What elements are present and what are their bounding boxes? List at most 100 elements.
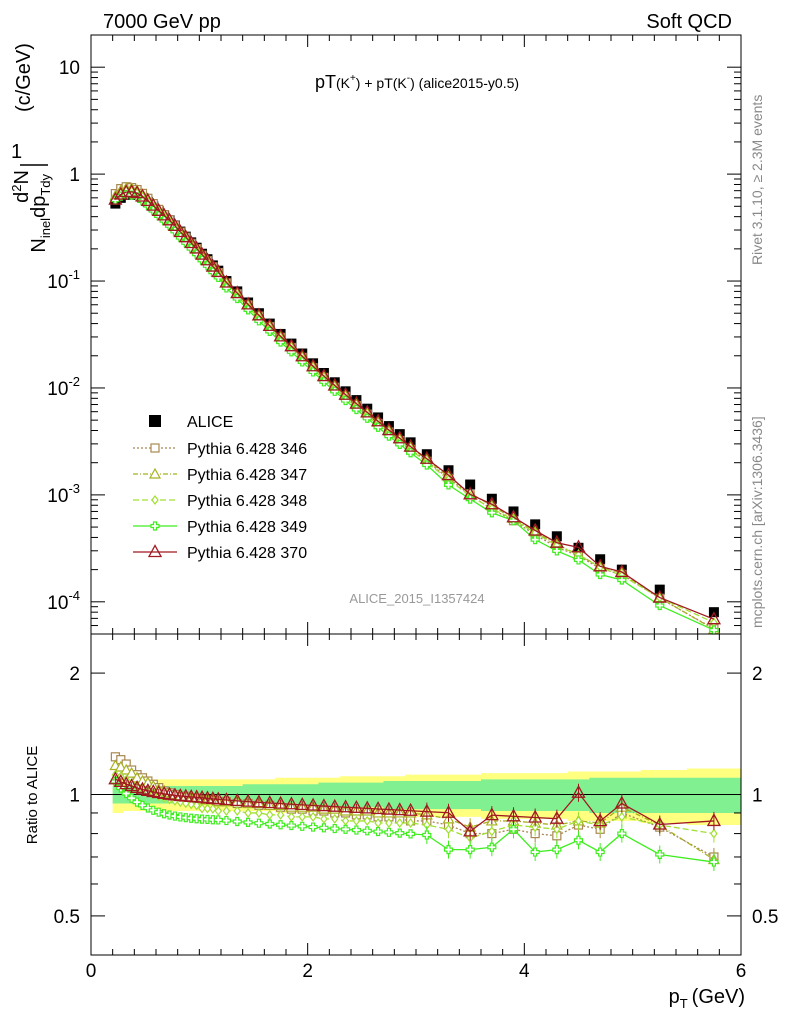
s349-main-point — [552, 546, 562, 556]
s370-main-point — [262, 317, 277, 331]
s349-ratio-point — [709, 857, 719, 867]
s370-main-point — [284, 338, 299, 352]
s349-ratio-point — [286, 820, 297, 831]
s349-ratio-point — [297, 821, 307, 831]
s370-main-point — [230, 285, 245, 299]
y-tick-label: 10-3 — [47, 481, 80, 507]
s348-ratio-point — [320, 813, 328, 824]
s370-main-point — [184, 235, 199, 249]
s370-main-point — [151, 202, 166, 216]
x-tick-label: 6 — [736, 961, 747, 982]
s370-main-point — [219, 274, 234, 288]
svg-text:d2N: d2N — [9, 170, 33, 203]
s370-ratio-point — [305, 797, 321, 811]
s349-main-point — [443, 480, 454, 490]
s370-ratio-point — [403, 802, 418, 816]
mcplots-label: mcplots.cern.ch [arXiv:1306.3436] — [749, 416, 765, 628]
legend-s346-label: Pythia 6.428 346 — [187, 441, 307, 458]
s349-ratio-point — [443, 845, 454, 855]
s370-ratio-point — [219, 792, 234, 806]
s349-ratio-point — [175, 812, 185, 822]
s370-main-point — [140, 193, 155, 207]
s370-main-point — [178, 229, 193, 243]
plot-title: pT(K+) + pT(K-) (alice2015-y0.5) — [315, 72, 519, 92]
s349-ratio-point — [159, 809, 169, 819]
s349-ratio-point — [265, 819, 275, 829]
s370-main-point — [360, 404, 375, 418]
s370-ratio-point — [419, 803, 434, 817]
s370-main-point — [571, 539, 586, 553]
s370-main-point — [463, 486, 478, 500]
y-tick-label: 10 — [59, 58, 80, 79]
s349-ratio-point — [530, 847, 540, 857]
s349-ratio-point — [405, 829, 416, 839]
s370-main-point — [194, 246, 210, 260]
svg-text:1: 1 — [11, 141, 22, 163]
s370-main-point — [273, 328, 288, 342]
legend-s348-marker — [151, 495, 159, 505]
s370-main-point — [146, 197, 161, 211]
main-plot-panel: 10-4 10-3 10-2 10-1 1 10 — [47, 34, 742, 635]
rivet-label: Rivet 3.1.10, ≥ 2.3M events — [749, 95, 765, 265]
s348-ratio-point — [298, 811, 306, 822]
s349-ratio-point — [508, 824, 519, 834]
s370-ratio-point — [360, 800, 375, 814]
s348-ratio-point — [341, 815, 350, 826]
s370-ratio-point — [211, 791, 226, 805]
s370-main-point — [419, 450, 434, 464]
alice-data-point — [465, 479, 476, 490]
s370-ratio-point — [593, 813, 608, 827]
s370-main-point — [403, 438, 418, 452]
s370-main-point — [240, 296, 256, 310]
s349-main-point — [595, 569, 605, 580]
s370-main-point — [129, 185, 145, 199]
s348-ratio-point — [244, 807, 252, 818]
legend-s349-label: Pythia 6.428 349 — [187, 519, 307, 536]
s349-ratio-point — [573, 835, 584, 845]
s370-ratio-point — [506, 808, 521, 822]
s370-ratio-point — [273, 795, 288, 809]
analysis-id: ALICE_2015_I1357424 — [349, 591, 484, 606]
s349-ratio-point — [465, 845, 475, 855]
s349-ratio-point — [275, 820, 286, 830]
s349-ratio-point — [362, 826, 372, 836]
s348-ratio-point — [203, 803, 212, 814]
s370-ratio-point — [316, 798, 332, 812]
s349-ratio-point — [330, 823, 340, 834]
s348-ratio-point — [209, 803, 217, 814]
s370-ratio-point — [240, 793, 256, 807]
s370-ratio-point — [262, 795, 277, 809]
s370-main-point — [652, 589, 667, 603]
s349-ratio-point — [487, 842, 497, 852]
s370-main-point — [484, 496, 499, 510]
s349-ratio-point — [164, 810, 175, 820]
s370-main-point — [167, 217, 183, 231]
s370-ratio-point — [327, 798, 342, 812]
svg-text:(c/GeV): (c/GeV) — [13, 43, 35, 112]
legend: ALICE Pythia 6.428 346 Pythia 6.428 347 Pyt… — [133, 414, 307, 562]
legend-s370-marker — [147, 544, 163, 558]
s370-main-point — [593, 558, 608, 572]
s348-ratio-point — [396, 817, 404, 828]
s370-main-point — [381, 422, 397, 436]
s349-main-point — [573, 555, 584, 565]
s348-ratio-point — [331, 813, 339, 824]
s349-ratio-point — [395, 828, 405, 838]
s348-ratio-point — [406, 817, 415, 828]
s348-ratio-point — [266, 809, 274, 820]
ratio-y-tick-label: 2 — [69, 664, 80, 685]
ratio-axis-label: Ratio to ALICE — [24, 746, 41, 844]
s370-main-point — [506, 509, 521, 523]
category-label: Soft QCD — [646, 11, 732, 33]
y-tick-label: 10-4 — [47, 588, 80, 614]
ratio-y-tick-label: 0.5 — [54, 907, 80, 928]
s349-ratio-point — [595, 847, 605, 857]
s349-ratio-point — [340, 824, 351, 834]
s349-main-point — [487, 508, 497, 518]
s349-ratio-point — [422, 830, 432, 840]
s370-main-point — [251, 307, 267, 321]
s370-ratio-point — [706, 813, 722, 827]
s370-ratio-line — [115, 778, 714, 833]
s370-main-point — [305, 358, 321, 372]
s349-ratio-point — [154, 807, 164, 817]
